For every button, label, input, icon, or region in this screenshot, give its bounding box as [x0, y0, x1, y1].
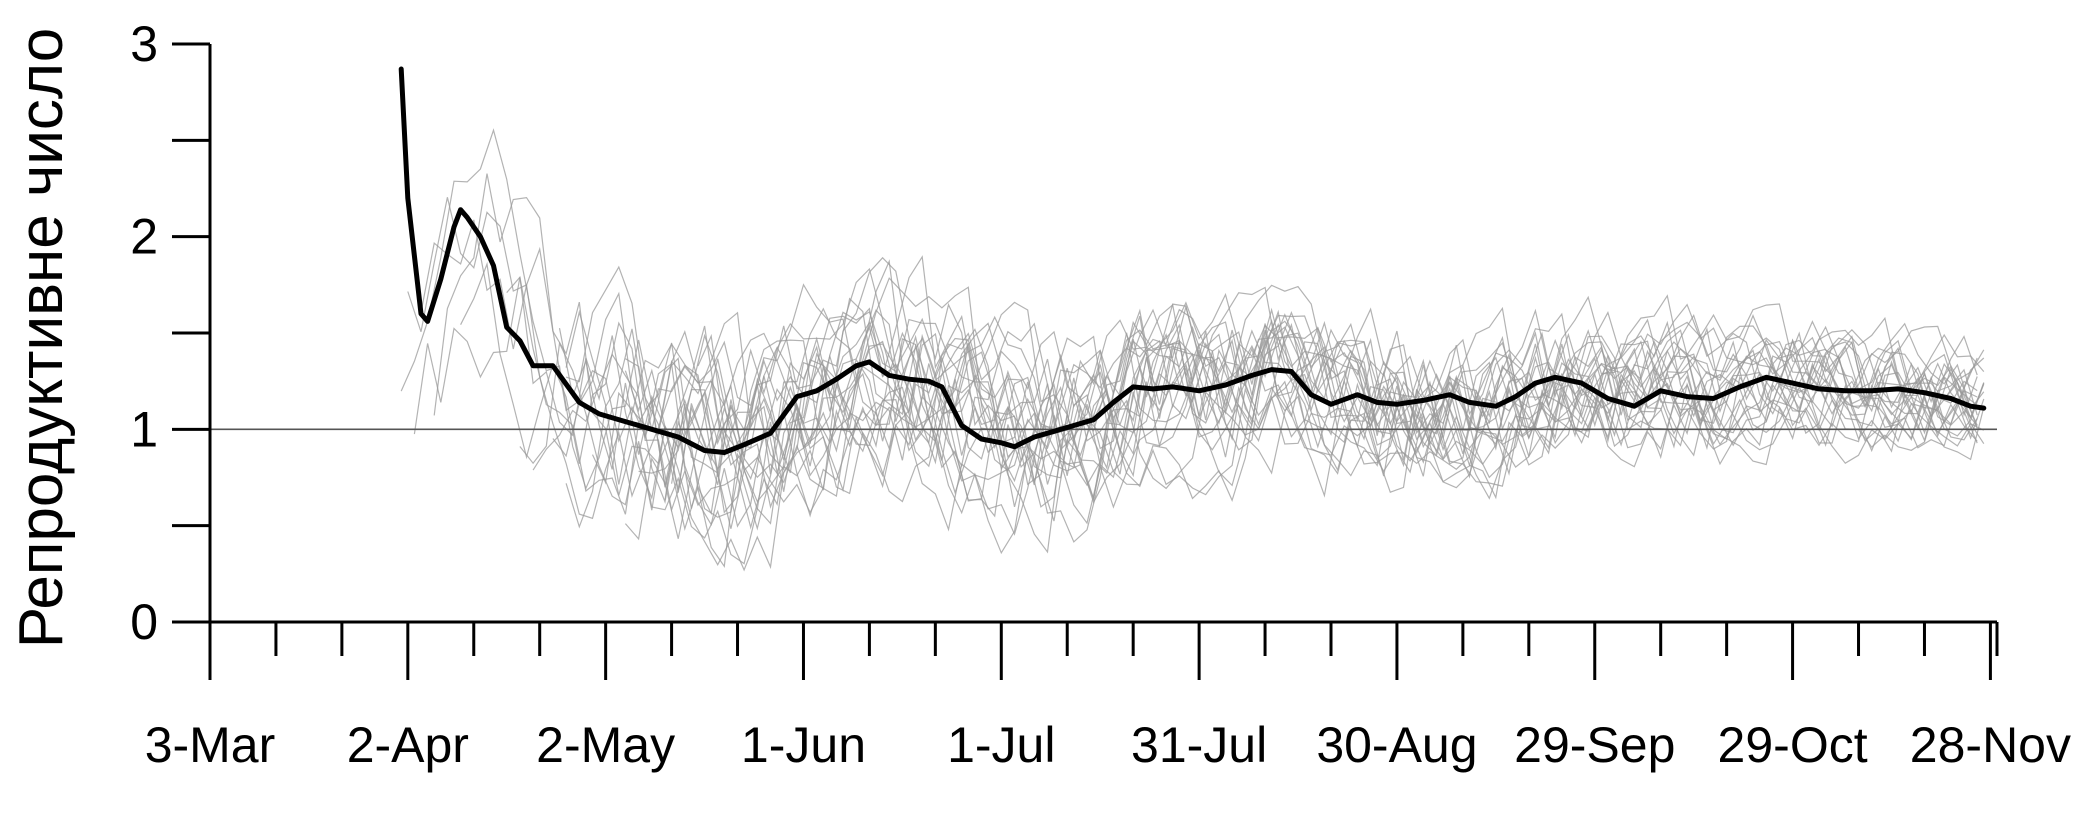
y-tick-label: 0 — [130, 594, 158, 650]
background-series-line — [407, 197, 1978, 520]
y-tick-label: 2 — [130, 209, 158, 265]
background-series-line — [638, 297, 1985, 525]
x-tick-label: 1-Jul — [947, 717, 1055, 773]
y-tick-label: 3 — [130, 16, 158, 72]
x-tick-label: 2-May — [536, 717, 675, 773]
background-series-line — [565, 310, 1978, 529]
background-series-line — [433, 173, 1978, 528]
background-series-group — [400, 128, 1985, 572]
background-series-line — [400, 128, 1985, 554]
x-tick-label: 30-Aug — [1316, 717, 1477, 773]
background-series-line — [413, 259, 1985, 501]
x-tick-label: 29-Sep — [1514, 717, 1675, 773]
background-series-line — [460, 261, 1978, 530]
y-axis-label: Репродуктивне число — [7, 28, 76, 648]
axes-group: 0 1 2 3 3-Mar 2-Apr 2-May 1-Jun 1-Jul 31-Jul 30-Au… — [130, 16, 2071, 773]
x-tick-label: 2-Apr — [347, 717, 469, 773]
background-series-line — [519, 307, 1985, 565]
background-series-line — [671, 256, 1978, 568]
main-series-line — [398, 66, 1987, 455]
x-tick-label: 29-Oct — [1718, 717, 1868, 773]
x-tick-label: 3-Mar — [145, 717, 276, 773]
y-tick-label: 1 — [130, 401, 158, 457]
background-series-line — [565, 283, 1978, 486]
x-tick-label: 1-Jun — [741, 717, 866, 773]
x-tick-label: 28-Nov — [1910, 717, 2071, 773]
x-tick-label: 31-Jul — [1131, 717, 1267, 773]
background-series-line — [506, 275, 1985, 531]
